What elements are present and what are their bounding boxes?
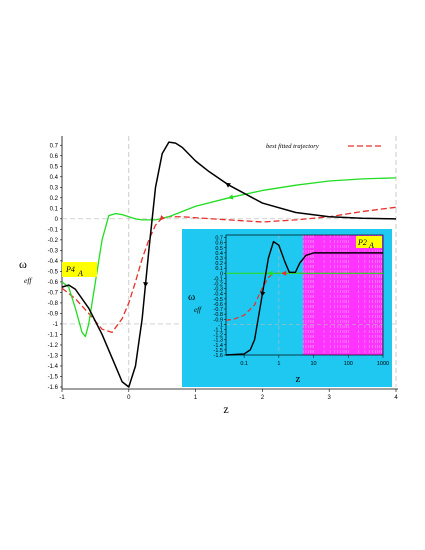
inset-series-line-0 (225, 272, 383, 321)
inset-trajectory-arrow (267, 270, 273, 276)
y-tick-label: 0.5 (50, 164, 59, 170)
series-line-0 (61, 206, 397, 333)
curve-tag-subscript: A (77, 269, 83, 278)
inset-y-tick-label: -0.9 (214, 317, 223, 323)
y-tick-label: -0.6 (48, 280, 59, 286)
y-tick-label: -0.1 (48, 227, 59, 233)
x-tick-label: 2 (261, 395, 265, 401)
inset-series-line-2 (225, 240, 383, 356)
inset-y-tick-label: -0.1 (214, 276, 223, 282)
x-axis-label: z (223, 402, 228, 416)
inset-y-tick-label: 0.6 (215, 241, 223, 247)
inset-y-tick-label: -0.2 (214, 282, 223, 288)
y-axis-label-subscript: eff (24, 276, 32, 285)
main-chart: 0.70.60.50.40.30.20.10-0.1-0.2-0.3-0.4-0… (19, 136, 398, 416)
y-tick-label: 0 (55, 217, 59, 223)
y-tick-label: -0.3 (48, 248, 59, 254)
inset-x-axis-label: z (296, 373, 301, 385)
y-tick-label: -1 (53, 322, 59, 328)
trajectory-arrow (225, 182, 231, 188)
inset-y-tick-label: 0.5 (215, 246, 223, 252)
inset-curve-tag-box (356, 236, 382, 248)
curve-tag-box (62, 262, 97, 277)
y-tick-label: -1.6 (48, 385, 59, 391)
y-axis-label: ω (19, 257, 27, 271)
trajectory-arrow (227, 194, 234, 200)
inset-y-tick-label: -0.6 (214, 302, 223, 308)
series-line-2 (61, 141, 397, 388)
curve-tag-label: P4 (65, 265, 75, 274)
inset-x-tick-label: 0.1 (240, 361, 248, 367)
y-tick-label: -1.3 (48, 353, 59, 359)
x-tick-label: 4 (394, 395, 398, 401)
inset-x-tick-label: 100 (344, 361, 353, 367)
inset-y-tick-label: -0.4 (214, 292, 223, 298)
x-tick-label: 0 (127, 395, 131, 401)
inset-x-tick-label: 1 (277, 361, 280, 367)
y-tick-label: 0.2 (50, 196, 59, 202)
y-tick-label: 0.1 (50, 206, 59, 212)
inset-y-tick-label: -0.8 (214, 312, 223, 318)
inset-y-tick-label: 0 (220, 271, 223, 277)
y-tick-label: -1.1 (48, 332, 59, 338)
y-tick-label: -1.5 (48, 374, 59, 380)
inset-y-tick-label: -1 (218, 322, 223, 328)
inset-y-tick-label: -0.3 (214, 287, 223, 293)
y-tick-label: 0.3 (50, 185, 59, 191)
inset-x-tick-label: 10 (311, 361, 317, 367)
y-tick-label: 0.4 (50, 175, 59, 181)
y-tick-label: -0.7 (48, 290, 59, 296)
inset-y-tick-label: -1.4 (214, 343, 223, 349)
inset-y-tick-label: -1.3 (214, 338, 223, 344)
inset-y-tick-label: 0.7 (215, 236, 223, 242)
y-tick-label: -0.5 (48, 269, 59, 275)
x-tick-label: 3 (328, 395, 332, 401)
inset-y-axis-label-subscript: eff (194, 306, 202, 314)
inset-y-tick-label: -1.1 (214, 327, 223, 333)
inset-trajectory-arrow (260, 291, 266, 297)
inset-y-tick-label: 0.1 (215, 266, 223, 272)
x-tick-label: -1 (59, 395, 65, 401)
y-tick-label: -1.2 (48, 343, 59, 349)
y-tick-label: -0.4 (48, 259, 59, 265)
inset-y-tick-label: 0.4 (215, 251, 223, 257)
inset-y-tick-label: -0.7 (214, 307, 223, 313)
y-tick-label: -1.4 (48, 364, 59, 370)
y-tick-label: -0.2 (48, 238, 59, 244)
y-tick-label: 0.7 (50, 143, 59, 149)
inset-y-tick-label: 0.2 (215, 261, 223, 267)
inset-x-tick-label: 1000 (377, 361, 389, 367)
inset-chart: 0.70.60.50.40.30.20.10-0.1-0.2-0.3-0.4-0… (182, 229, 392, 387)
inset-curve-tag-label: P2 (357, 238, 367, 247)
y-tick-label: 0.6 (50, 154, 59, 160)
inset-curve-tag-subscript: A (368, 241, 374, 250)
series-line-1 (61, 177, 397, 338)
trajectory-arrow (159, 215, 166, 221)
inset-y-axis-label: ω (188, 291, 195, 303)
trajectory-arrow (143, 282, 149, 288)
y-tick-label: -0.9 (48, 311, 59, 317)
inset-trajectory-arrow (281, 270, 287, 276)
legend-label: best fitted trajectory (266, 143, 319, 150)
x-tick-label: 1 (194, 395, 198, 401)
inset-y-tick-label: -1.5 (214, 348, 223, 354)
y-tick-label: -0.8 (48, 301, 59, 307)
inset-y-tick-label: 0.3 (215, 256, 223, 262)
inset-frame (225, 234, 384, 356)
inset-y-tick-label: -0.5 (214, 297, 223, 303)
inset-y-tick-label: -1.2 (214, 333, 223, 339)
inset-y-tick-label: -1.6 (214, 353, 223, 359)
